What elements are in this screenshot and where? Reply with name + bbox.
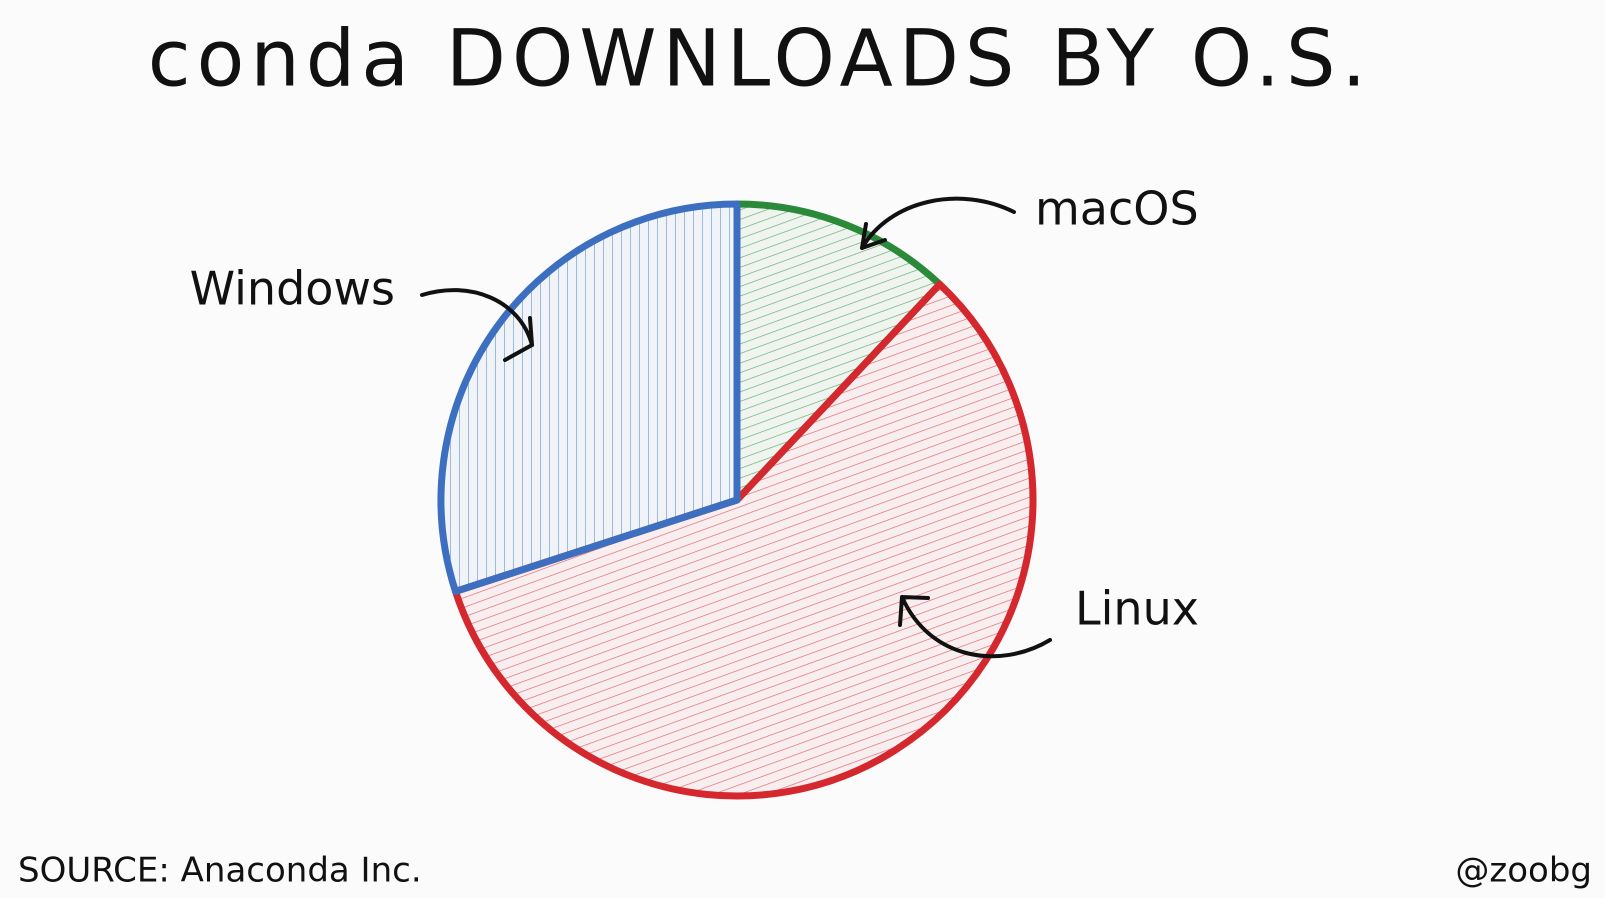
- pie-slice: [451, 280, 1037, 800]
- slice-label: Linux: [1075, 582, 1199, 636]
- chart-title: conda DOWNLOADS BY O.S.: [148, 14, 1373, 104]
- pie: [437, 200, 1037, 800]
- pie-slice: [733, 200, 944, 504]
- source-note: SOURCE: Anaconda Inc.: [18, 851, 422, 891]
- annotation-arrow: [420, 288, 534, 362]
- pie-slice: [437, 200, 741, 595]
- annotation-arrow: [898, 595, 1052, 659]
- credit: @zoobg: [1455, 851, 1592, 891]
- slice-label: macOS: [1035, 182, 1199, 236]
- slice-label: Windows: [190, 262, 395, 316]
- annotation-arrow: [860, 196, 1016, 250]
